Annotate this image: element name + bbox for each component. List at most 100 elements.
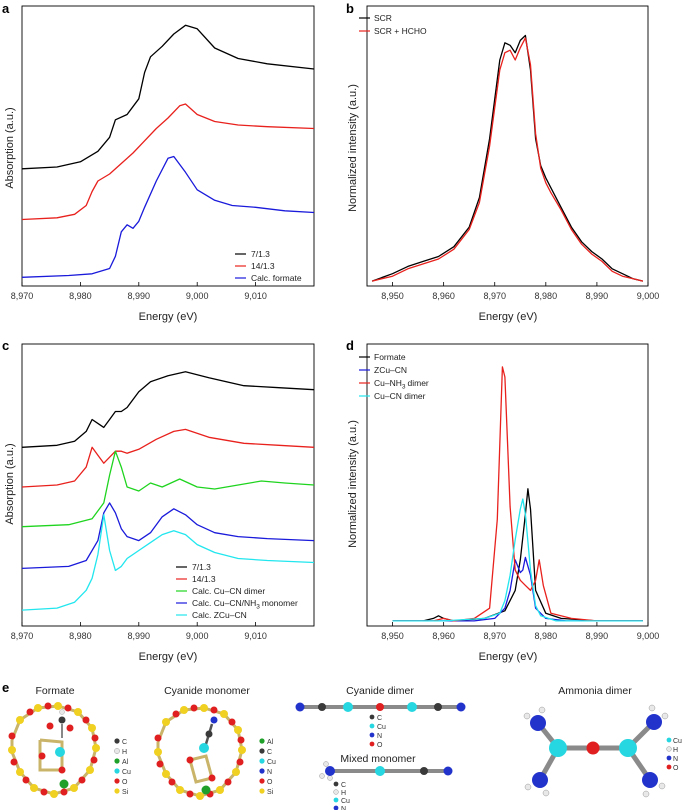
legend-sub-c-3: 3: [256, 604, 260, 611]
legend-label-c-2: Calc. Cu–CN dimer: [192, 586, 265, 596]
series-line-d-0: [392, 488, 643, 622]
formate-structure: Formate: [8, 685, 131, 798]
cyanide-dimer-structure: Cyanide dimer C Cu N O: [295, 685, 466, 749]
cyanide-dimer-title: Cyanide dimer: [346, 685, 414, 697]
legend-text: N: [267, 769, 272, 776]
panel-c-series: [21, 371, 315, 611]
legend-dot-n: [666, 755, 672, 761]
legend-text: Cu: [122, 769, 131, 776]
atom-o: [154, 734, 162, 742]
atom-o: [210, 706, 218, 714]
atom-c: [434, 703, 442, 711]
panel-b-chart: 8,950 8,960 8,970 8,980 8,990 9,000 Energy (e…: [347, 5, 659, 323]
atom-o: [224, 778, 232, 786]
x-tick-label: 8,990: [586, 631, 609, 641]
panel-b-legend: SCR SCR + HCHO: [359, 13, 427, 36]
legend-dot-o: [259, 778, 265, 784]
atom-h: [323, 761, 329, 767]
mixed-monomer-structure: Mixed monomer C H Cu N: [319, 753, 453, 810]
panel-b-series: [371, 34, 644, 282]
panel-a-xlabel: Energy (eV): [139, 311, 198, 323]
atom-si: [70, 784, 78, 792]
atom-o: [58, 766, 66, 774]
legend-text: O: [122, 779, 128, 786]
x-tick-label: 9,010: [244, 631, 267, 641]
series-line-c-4: [21, 514, 315, 611]
atom-h: [642, 790, 650, 798]
atom-o: [228, 718, 236, 726]
legend-label-d-2a: Cu–NH: [374, 378, 402, 388]
atom-si: [8, 746, 16, 754]
panel-letter-d: d: [346, 338, 354, 353]
atom-o: [91, 734, 99, 742]
panel-letter-e: e: [2, 680, 9, 695]
x-tick-label: 8,980: [535, 291, 558, 301]
atom-si: [50, 790, 58, 798]
legend-dot-si: [114, 788, 120, 794]
atom-cu: [343, 702, 353, 712]
ammonia-dimer-legend: Cu H N O: [666, 737, 682, 772]
legend-dot-n: [333, 805, 339, 810]
legend-dot-o: [369, 741, 375, 747]
formate-title: Formate: [35, 685, 74, 697]
legend-text: C: [377, 715, 382, 722]
cyanide-monomer-title: Cyanide monomer: [164, 685, 250, 697]
series-line-c-0: [21, 371, 315, 448]
panel-a-x-ticks: 8,970 8,980 8,990 9,000 9,010: [11, 282, 267, 301]
legend-dot-n: [259, 768, 265, 774]
panel-a-frame: [21, 5, 315, 287]
legend-label-d-0: Formate: [374, 352, 406, 362]
legend-dot-c: [114, 738, 120, 744]
legend-text: H: [122, 749, 127, 756]
legend-label-d-3: Cu–CN dimer: [374, 391, 426, 401]
atom-h: [524, 783, 532, 791]
x-tick-label: 8,990: [128, 631, 151, 641]
atom-si: [200, 704, 208, 712]
legend-text: C: [267, 749, 272, 756]
atom-si: [176, 786, 184, 794]
atom-o: [90, 756, 98, 764]
legend-sub-d-2: 3: [402, 384, 406, 391]
legend-dot-cu: [369, 723, 375, 729]
legend-dot-al: [259, 738, 265, 744]
atom-o: [22, 776, 30, 784]
legend-dot-h: [333, 789, 339, 795]
cyanide-monomer-legend: Al C Cu N O Si: [259, 738, 276, 796]
legend-dot-cu: [666, 737, 672, 743]
legend-dot-n: [369, 732, 375, 738]
panel-a-legend: 7/1.3 14/1.3 Calc. formate: [235, 249, 302, 283]
legend-label-c-3: Calc. Cu–CN/NH3 monomer: [192, 598, 298, 611]
atom-c: [318, 703, 326, 711]
atom-si: [54, 702, 62, 710]
series-line-a-1: [21, 103, 315, 221]
x-tick-label: 8,950: [381, 631, 404, 641]
atom-o: [82, 716, 90, 724]
legend-label-d-2b: dimer: [408, 378, 429, 388]
atom-si: [88, 724, 96, 732]
panel-c-legend: 7/1.3 14/1.3 Calc. Cu–CN dimer Calc. Cu–…: [176, 562, 298, 620]
panel-a-chart: 8,970 8,980 8,990 9,000 9,010 Energy (eV) Ab…: [4, 5, 315, 323]
legend-label-a-1: 14/1.3: [251, 261, 275, 271]
atom-cu: [199, 743, 209, 753]
legend-text: N: [377, 733, 382, 740]
legend-label-d-1: ZCu–CN: [374, 365, 407, 375]
legend-dot-c: [259, 748, 265, 754]
panel-letter-a: a: [2, 1, 10, 16]
atom-si: [234, 726, 242, 734]
atom-n: [443, 766, 453, 776]
x-tick-label: 8,970: [11, 631, 34, 641]
series-line-d-1: [392, 556, 643, 622]
atom-h: [648, 704, 656, 712]
x-tick-label: 8,990: [586, 291, 609, 301]
atom-n: [456, 702, 466, 712]
legend-text: Si: [122, 789, 129, 796]
x-tick-label: 8,960: [432, 291, 455, 301]
legend-dot-h: [114, 748, 120, 754]
atom-si: [238, 746, 246, 754]
atom-cu: [407, 702, 417, 712]
legend-text: H: [673, 747, 678, 754]
x-tick-label: 8,950: [381, 291, 404, 301]
x-tick-label: 9,010: [244, 291, 267, 301]
atom-h: [658, 782, 666, 790]
panel-c-x-ticks: 8,970 8,980 8,990 9,000 9,010: [11, 622, 267, 641]
